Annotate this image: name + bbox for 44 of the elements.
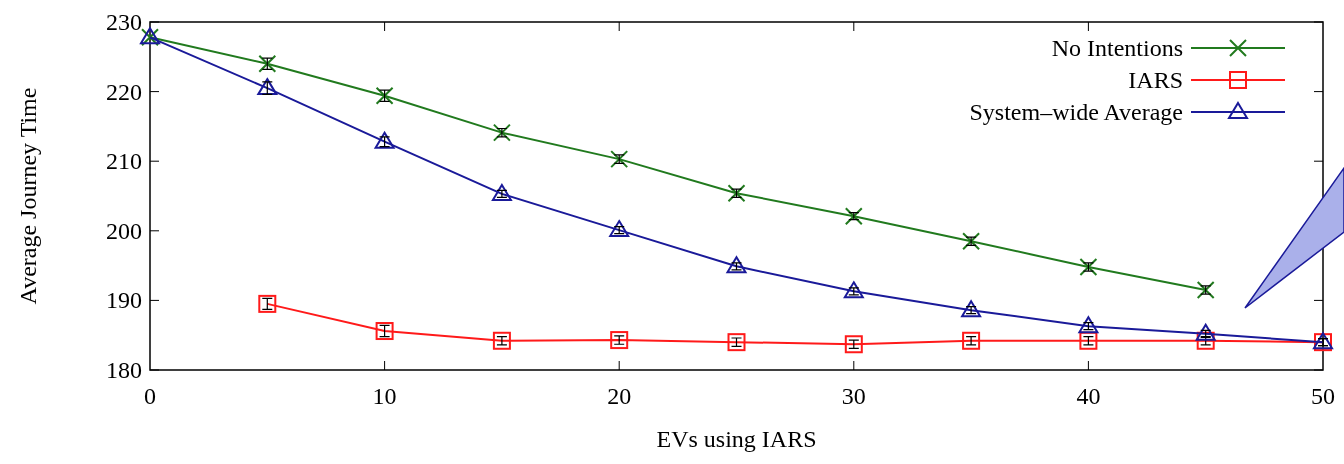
point [492,331,511,350]
point [1078,316,1099,334]
point [610,150,629,169]
y-tick-label: 190 [106,287,142,314]
point [492,123,511,142]
legend-label: IARS [1128,67,1183,93]
point [610,331,629,350]
point [962,232,981,251]
point [375,86,394,105]
x-tick-label: 10 [372,383,397,409]
legend-label: System–wide Average [969,99,1183,125]
point [1195,323,1216,341]
point [609,220,630,238]
point [727,184,746,203]
x-tick-label: 20 [607,383,632,409]
point [1196,331,1215,350]
y-tick-label: 200 [106,217,142,244]
point [258,294,277,313]
x-tick-label: 50 [1311,383,1335,409]
x-tick-label: 0 [144,383,156,409]
point [375,322,394,341]
point [491,183,512,201]
point [374,131,395,149]
point [962,331,981,350]
y-axis-title: Average Journey Time [15,87,41,305]
point [843,281,864,299]
point [961,300,982,318]
point [1079,331,1098,350]
point [844,207,863,226]
y-tick-label: 230 [106,9,142,35]
point [1196,280,1215,299]
legend-label: No Intentions [1051,35,1183,61]
x-tick-label: 40 [1076,383,1101,409]
point [257,78,278,96]
y-tick-label: 210 [106,148,142,175]
point [726,256,747,274]
point [844,335,863,354]
point [258,54,277,73]
x-axis-title: EVs using IARS [656,426,817,452]
point [727,333,746,352]
point [1079,257,1098,276]
y-tick-label: 180 [106,357,142,383]
x-tick-label: 30 [841,383,866,409]
y-tick-label: 220 [106,78,142,105]
